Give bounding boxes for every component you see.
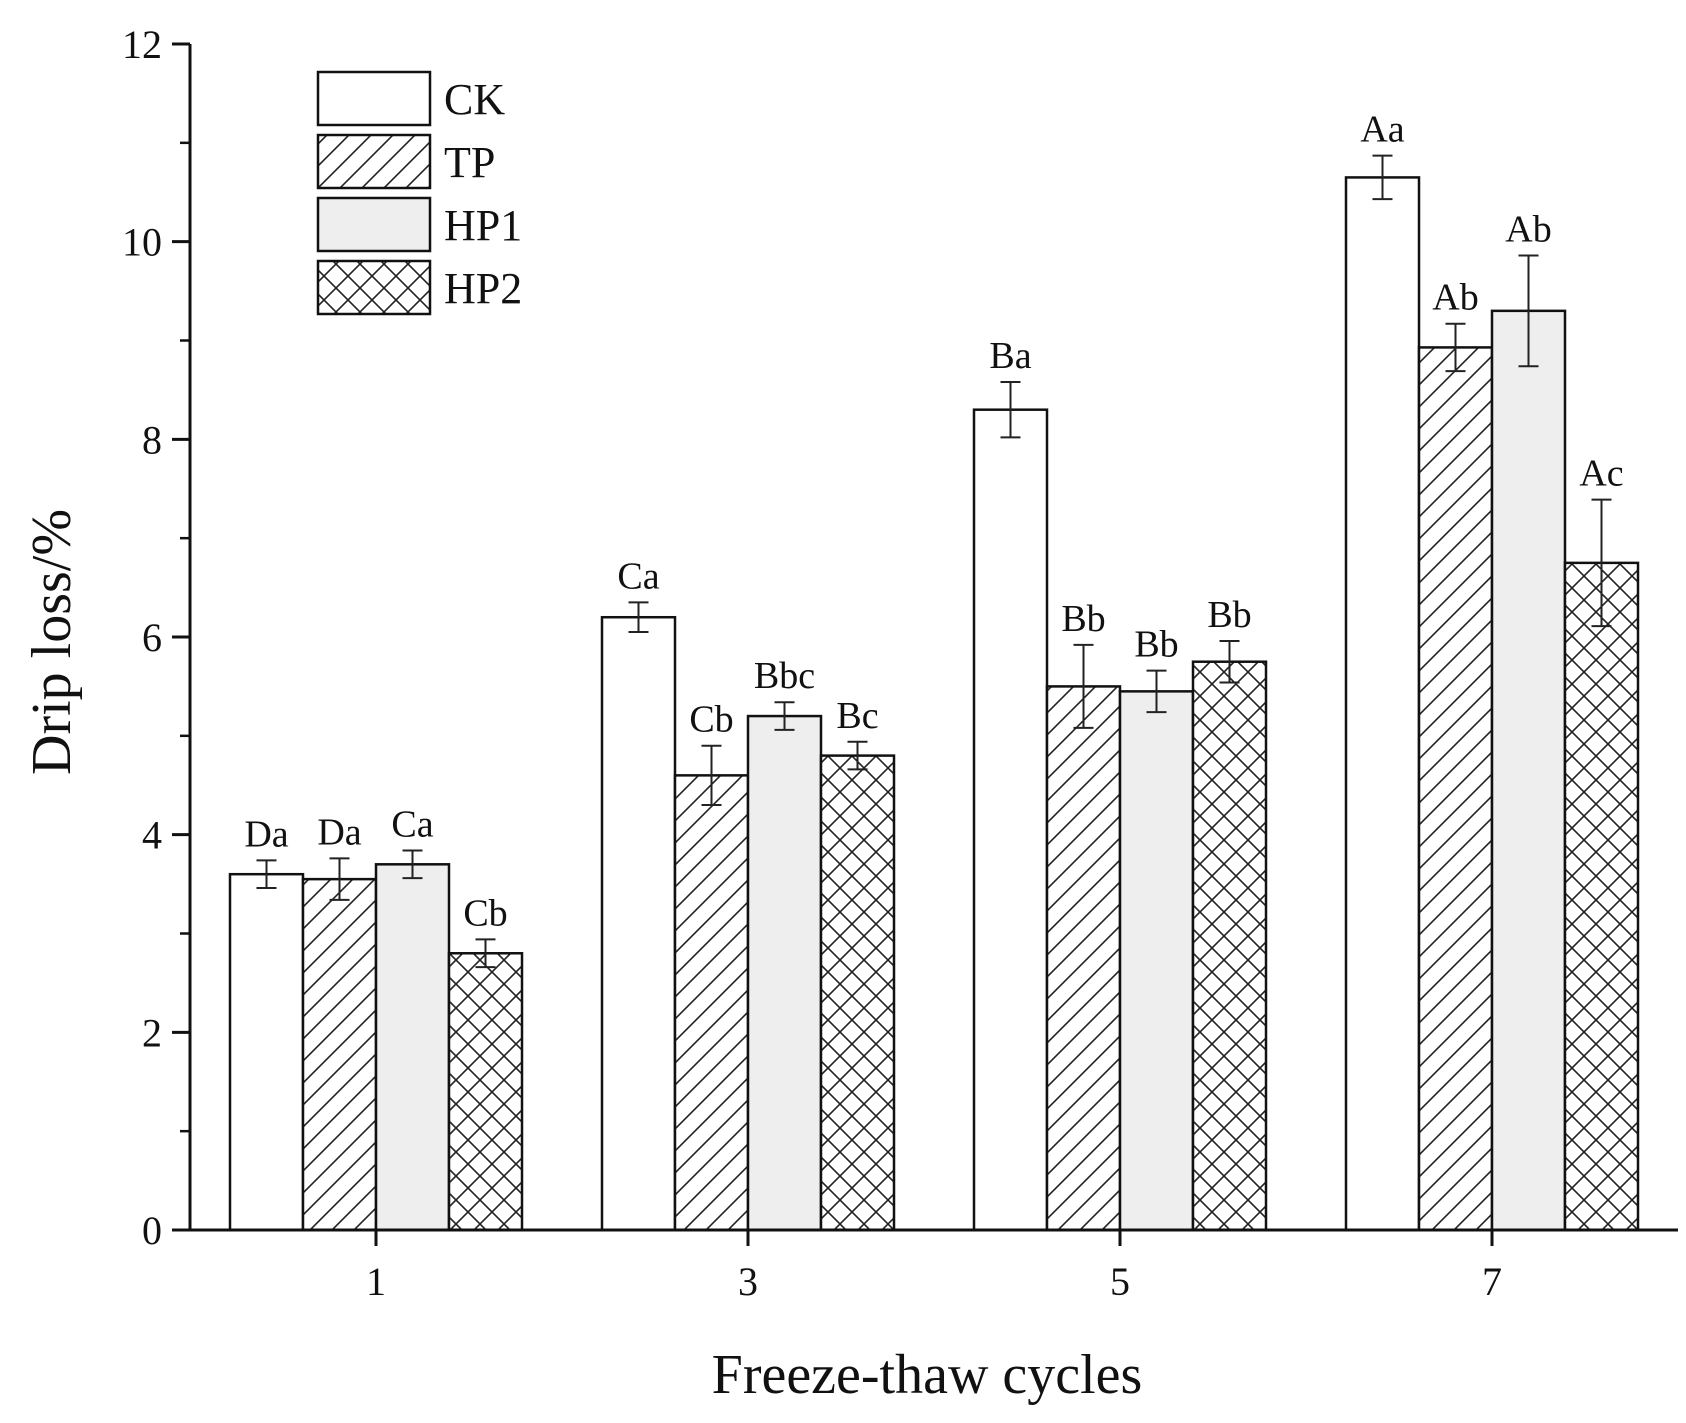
bars-group	[228, 176, 1640, 1232]
significance-label: Ca	[617, 555, 659, 597]
error-bar	[1372, 154, 1393, 201]
legend-item-hp1: HP1	[316, 196, 522, 253]
significance-label: Aa	[1360, 109, 1404, 151]
legend-swatch	[316, 70, 432, 127]
error-bar	[1445, 322, 1466, 373]
legend-item-tp: TP	[316, 133, 495, 190]
y-axis-ticks: 0 2 4 6 8 10 12	[122, 22, 190, 1253]
legend-swatch	[316, 196, 432, 253]
x-axis-title: Freeze-thaw cycles	[712, 1344, 1143, 1406]
bar-hp1-cycle-1	[374, 863, 451, 1232]
error-bar	[475, 938, 496, 969]
error-bar	[628, 601, 649, 634]
bar-ck-cycle-1	[228, 872, 305, 1232]
legend: CK TP HP1 HP2	[316, 70, 522, 316]
y-tick-label: 4	[142, 813, 162, 858]
y-tick-label: 10	[122, 220, 162, 265]
legend-item-hp2: HP2	[316, 259, 522, 316]
bar-ck-cycle-5	[972, 408, 1049, 1232]
significance-label: Bc	[836, 695, 878, 737]
error-bar	[701, 744, 722, 807]
y-tick-label: 2	[142, 1010, 162, 1055]
significance-label: Ab	[1432, 277, 1478, 319]
y-tick-label: 12	[122, 22, 162, 67]
error-bar	[1000, 381, 1021, 439]
x-tick-label: 7	[1482, 1259, 1502, 1304]
error-bar	[774, 701, 795, 731]
bar-hp1-cycle-7	[1490, 309, 1567, 1232]
x-tick-label: 3	[738, 1259, 758, 1304]
error-bar	[329, 857, 350, 901]
legend-label: HP2	[444, 264, 522, 313]
error-bar	[1073, 643, 1094, 729]
x-tick-label: 5	[1110, 1259, 1130, 1304]
bar-ck-cycle-3	[600, 615, 677, 1232]
significance-label: Bbc	[754, 655, 815, 697]
legend-swatch	[316, 133, 432, 190]
significance-label: Cb	[689, 699, 733, 741]
error-bar	[1591, 498, 1612, 628]
bar-hp1-cycle-5	[1118, 690, 1195, 1232]
legend-swatch	[316, 259, 432, 316]
y-axis-title: Drip loss/%	[21, 509, 83, 775]
significance-label: Da	[317, 811, 361, 853]
axes: 0 2 4 6 8 10 12 1 3 5 7	[122, 22, 1678, 1304]
significance-label: Bb	[1134, 624, 1178, 666]
significance-label: Ab	[1505, 209, 1551, 251]
legend-label: HP1	[444, 201, 522, 250]
significance-label: Cb	[463, 892, 507, 934]
error-bar	[1518, 254, 1539, 368]
bar-hp2-cycle-7	[1563, 561, 1640, 1232]
y-tick-label: 0	[142, 1208, 162, 1253]
bar-tp-cycle-3	[673, 774, 750, 1232]
error-bar	[402, 849, 423, 880]
bar-hp1-cycle-3	[746, 714, 823, 1232]
error-bar	[1219, 639, 1240, 684]
bar-hp2-cycle-1	[447, 952, 524, 1232]
significance-labels-group: Da Da Ca Cb Ca Cb Bbc Bc Ba Bb Bb Bb Aa Ab Ab Ac	[244, 109, 1623, 935]
bar-tp-cycle-5	[1045, 685, 1122, 1232]
bar-ck-cycle-7	[1344, 176, 1421, 1232]
significance-label: Ca	[391, 803, 433, 845]
significance-label: Bb	[1207, 594, 1251, 636]
significance-label: Bb	[1061, 598, 1105, 640]
error-bar	[256, 859, 277, 890]
error-bar	[847, 740, 868, 771]
significance-label: Ba	[989, 335, 1031, 377]
bar-hp2-cycle-5	[1191, 660, 1268, 1232]
significance-label: Ac	[1579, 453, 1623, 495]
legend-item-ck: CK	[316, 70, 505, 127]
bar-tp-cycle-7	[1417, 346, 1494, 1232]
bar-tp-cycle-1	[301, 877, 378, 1232]
plot-area: Da Da Ca Cb Ca Cb Bbc Bc Ba Bb Bb Bb Aa Ab Ab Ac	[228, 109, 1640, 1232]
significance-label: Da	[244, 813, 288, 855]
legend-label: CK	[444, 75, 505, 124]
x-axis-ticks: 1 3 5 7	[366, 1230, 1502, 1304]
x-tick-label: 1	[366, 1259, 386, 1304]
y-tick-label: 8	[142, 417, 162, 462]
y-tick-label: 6	[142, 615, 162, 660]
error-bar	[1146, 669, 1167, 714]
legend-label: TP	[444, 138, 495, 187]
error-bars-group	[256, 154, 1612, 969]
bar-hp2-cycle-3	[819, 754, 896, 1232]
